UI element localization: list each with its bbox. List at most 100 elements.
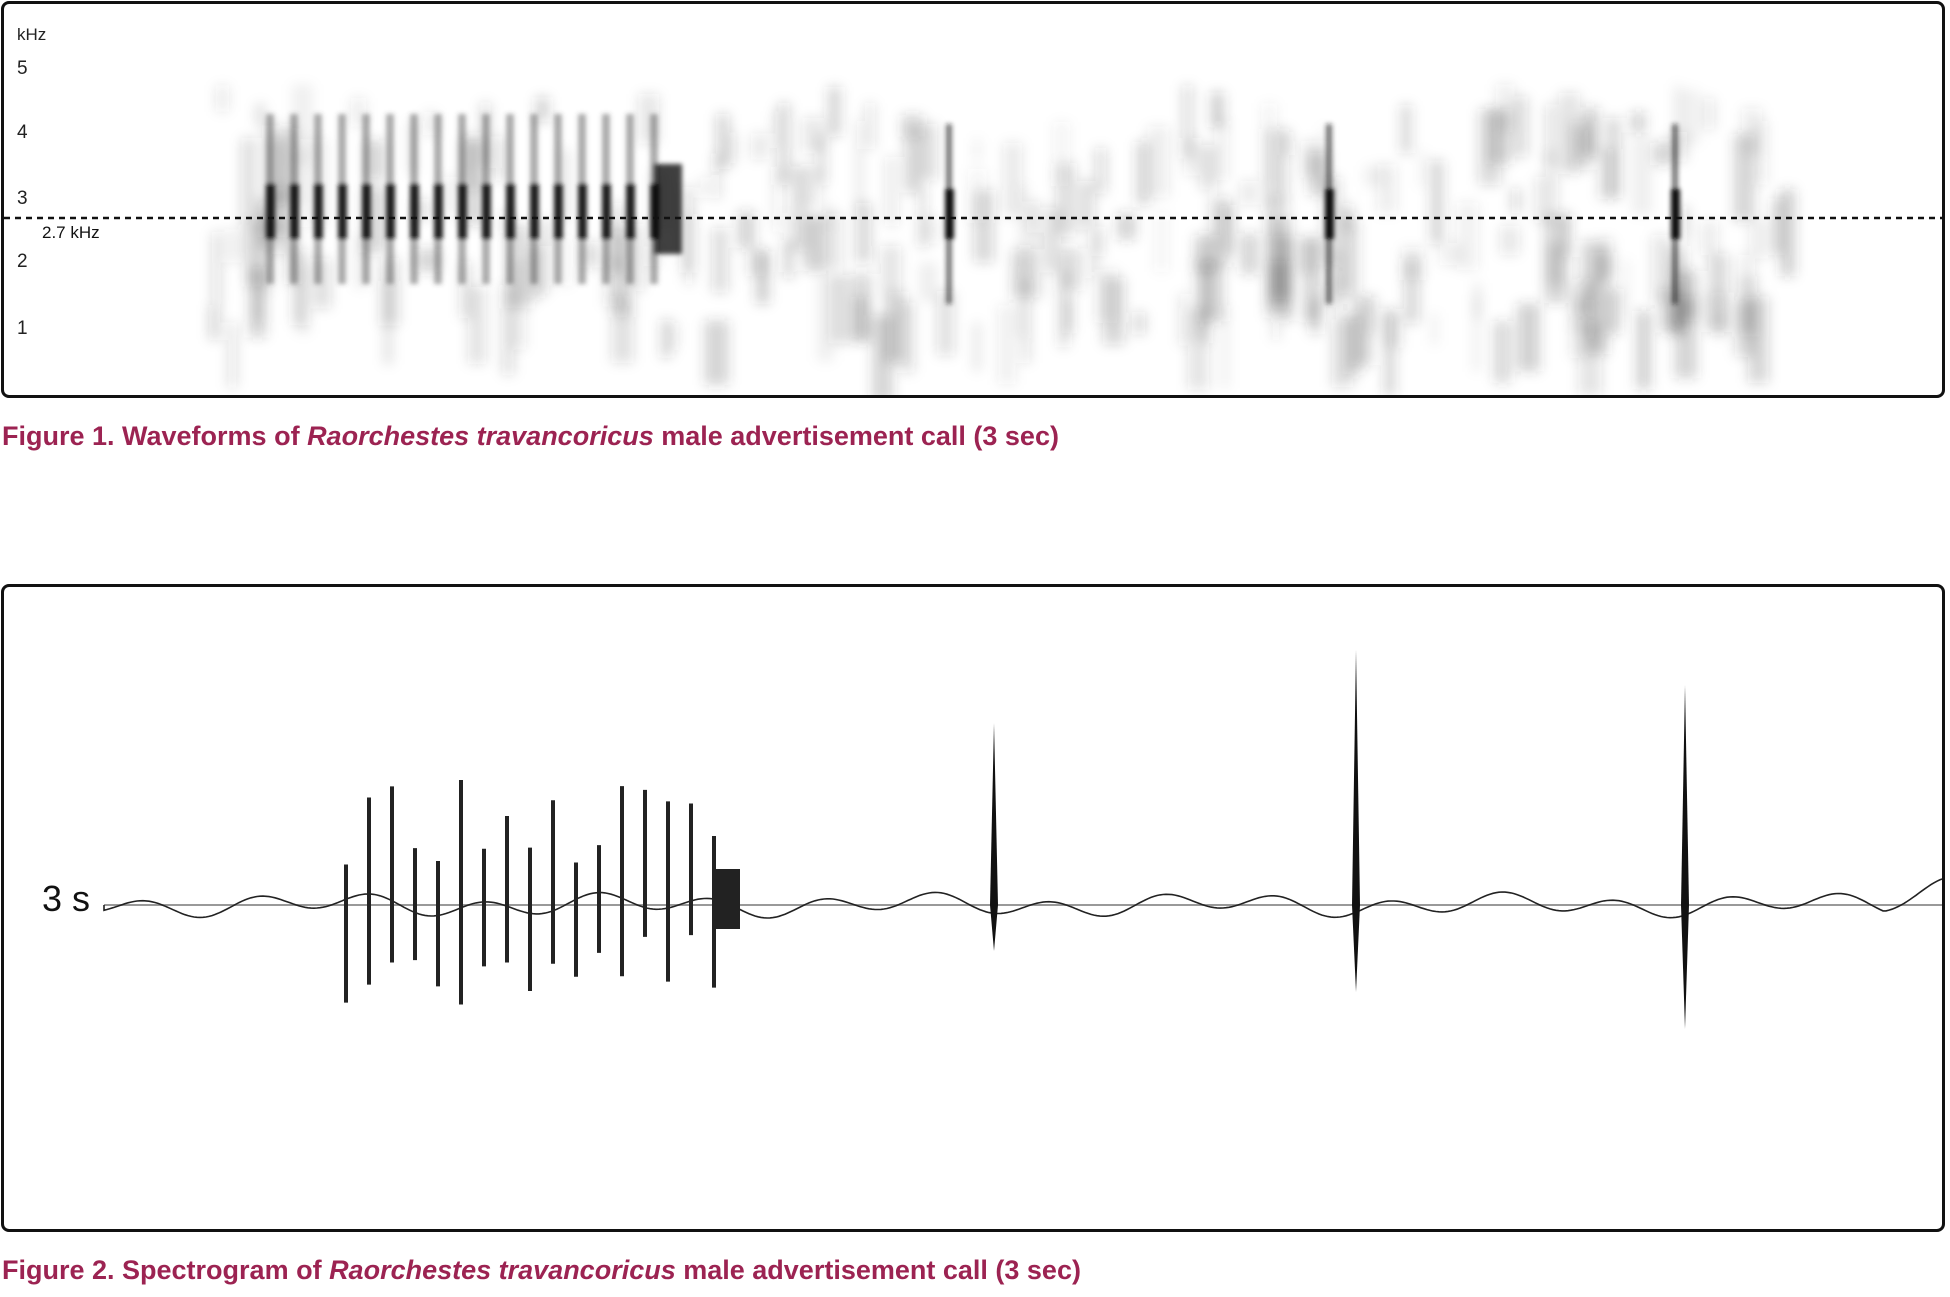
spectrogram-energy — [684, 214, 694, 285]
spectrogram-energy — [1017, 185, 1028, 269]
spectrogram-energy — [830, 274, 851, 344]
spectrogram-energy — [936, 291, 955, 356]
spectrogram-energy — [1060, 248, 1082, 291]
spectrogram-energy — [227, 322, 238, 388]
spectrogram-energy — [1772, 198, 1784, 256]
caption-text: male advertisement call (3 sec) — [653, 421, 1059, 451]
pulse-core — [458, 184, 467, 239]
spectrogram-energy — [904, 131, 922, 193]
figure-1-caption: Figure 1. Waveforms of Raorchestes trava… — [2, 421, 1059, 452]
spectrogram-energy — [1569, 120, 1593, 170]
spectrogram-energy — [1221, 305, 1229, 389]
spectrogram-panel: kHz 5 4 3 2 1 2.7 kHz — [1, 1, 1945, 398]
spectrogram-energy — [1678, 89, 1700, 145]
spectrogram-energy — [541, 219, 549, 294]
caption-text: male advertisement call (3 sec) — [675, 1255, 1081, 1285]
spectrogram-energy — [1780, 189, 1796, 277]
pulse-core — [338, 184, 347, 239]
spectrogram-energy — [1749, 219, 1768, 259]
spectrogram-energy — [1400, 105, 1412, 154]
spectrogram-energy — [224, 229, 248, 263]
spectrogram-energy — [1261, 103, 1278, 189]
spectrogram-energy — [737, 211, 755, 248]
spectrogram-energy — [1214, 118, 1229, 181]
spectrogram-energy — [817, 273, 834, 362]
spectrogram-energy — [254, 285, 263, 323]
spectrogram-energy — [1058, 270, 1069, 348]
y-tick-1: 1 — [17, 318, 28, 339]
spectrogram-energy — [1271, 319, 1281, 340]
spectrogram-energy — [777, 103, 791, 185]
spectrogram-energy — [1632, 137, 1652, 215]
spectrogram-energy — [383, 281, 393, 365]
spectrogram-energy — [209, 304, 221, 340]
spectrogram-energy — [1147, 126, 1169, 198]
spectrogram-energy — [1605, 117, 1621, 198]
spectrogram-energy — [1499, 225, 1520, 255]
spectrogram-energy — [256, 103, 265, 126]
spectrogram-energy — [919, 123, 938, 181]
duration-label: 3 s — [42, 878, 91, 919]
spectrogram-energy — [1218, 204, 1235, 256]
y-axis-unit: kHz — [17, 25, 47, 44]
spectrogram-energy — [612, 203, 623, 276]
caption-text: Figure 1. Waveforms of — [2, 421, 308, 451]
spectrogram-energy — [900, 302, 915, 373]
spectrogram-energy — [818, 134, 826, 186]
pulse-core — [654, 164, 682, 254]
figure-2-caption: Figure 2. Spectrogram of Raorchestes tra… — [2, 1255, 1081, 1286]
spectrogram-energy — [728, 132, 736, 164]
spectrogram-energy — [1535, 176, 1558, 223]
spectrogram-energy — [711, 228, 729, 293]
pulse-core — [434, 184, 443, 239]
pulse-core — [266, 184, 275, 239]
spectrogram-energy — [1181, 85, 1194, 159]
spectrogram-energy — [856, 203, 872, 263]
spectrogram-energy — [1265, 193, 1281, 239]
spectrogram-energy — [1493, 321, 1511, 383]
spectrogram-energy — [822, 213, 843, 270]
y-tick-5: 5 — [17, 58, 28, 79]
spectrogram-energy — [1136, 141, 1150, 205]
spectrogram-energy — [535, 97, 549, 122]
spectrogram-energy — [1734, 300, 1755, 357]
waveform-trace — [103, 878, 1942, 919]
spectrogram-energy — [1704, 98, 1715, 130]
pulse-core — [362, 184, 371, 239]
spectrogram-energy — [1044, 207, 1062, 273]
spectrogram-energy — [215, 85, 230, 112]
spectrogram-energy — [1517, 303, 1540, 372]
spectrogram-energy — [1654, 142, 1672, 166]
spectrogram-energy — [782, 212, 789, 273]
spectrogram-energy — [1708, 253, 1728, 331]
spectrogram-energy — [1546, 243, 1564, 286]
caption-text: Figure 2. Spectrogram of — [2, 1255, 330, 1285]
spectrogram-energy — [1575, 286, 1593, 315]
spectrogram-energy — [416, 249, 439, 272]
click-core — [945, 189, 954, 239]
spectrogram-energy — [1078, 181, 1096, 230]
spectrogram-energy — [1364, 165, 1386, 187]
spectrogram-plot — [4, 84, 1942, 395]
spectrogram-energy — [1308, 152, 1328, 196]
spectrogram-energy — [1089, 232, 1097, 278]
pulse-core — [626, 184, 635, 239]
spectrogram-energy — [460, 261, 472, 319]
spectrogram-energy — [661, 319, 671, 358]
spectrogram-energy — [1651, 235, 1671, 303]
spectrogram-energy — [872, 315, 894, 395]
spectrogram-energy — [561, 149, 570, 223]
spectrogram-energy — [211, 232, 222, 304]
spectrogram-energy — [468, 286, 486, 365]
spectrogram-energy — [853, 273, 871, 342]
spectrogram-energy — [1636, 310, 1651, 390]
pulse-core — [578, 184, 587, 239]
spectrogram-energy — [1199, 145, 1218, 190]
spectrogram-energy — [1630, 112, 1646, 133]
spectrogram-energy — [1439, 242, 1463, 266]
y-tick-3: 3 — [17, 188, 28, 209]
spectrogram-energy — [1673, 84, 1682, 133]
spectrogram-energy — [1133, 312, 1146, 335]
spectrogram-energy — [1474, 282, 1481, 320]
spectrogram-energy — [583, 242, 598, 268]
